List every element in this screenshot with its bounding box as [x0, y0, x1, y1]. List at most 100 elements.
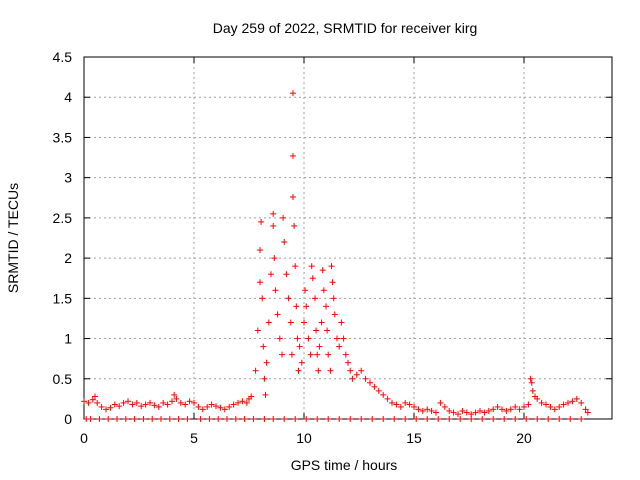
data-point	[263, 359, 270, 366]
data-point	[501, 416, 508, 422]
data-point	[184, 416, 191, 422]
data-point	[298, 359, 305, 366]
data-point	[158, 416, 164, 422]
data-point	[129, 401, 136, 408]
data-point	[413, 416, 420, 422]
data-point	[226, 403, 233, 410]
x-axis-label: GPS time / hours	[291, 457, 398, 473]
data-point	[503, 407, 510, 414]
data-point	[323, 303, 329, 310]
data-point	[578, 416, 585, 422]
data-point	[380, 391, 387, 398]
data-point	[472, 409, 479, 416]
data-point	[527, 375, 534, 382]
data-point	[313, 327, 320, 334]
y-tick-label: 1	[64, 331, 72, 347]
data-point	[551, 406, 558, 413]
data-point	[164, 401, 171, 408]
data-point	[235, 399, 241, 406]
data-point	[279, 351, 285, 358]
data-point	[582, 406, 589, 413]
data-point	[260, 343, 267, 350]
data-point	[316, 343, 323, 350]
data-point	[291, 222, 298, 229]
data-point	[287, 319, 294, 326]
data-point	[270, 222, 277, 229]
data-point	[329, 279, 336, 286]
y-tick-label: 2	[64, 250, 72, 266]
data-point	[149, 416, 156, 422]
data-point	[160, 399, 167, 406]
data-point	[320, 287, 327, 294]
data-point	[239, 398, 246, 405]
data-point	[525, 401, 532, 408]
data-point	[133, 399, 140, 406]
data-point	[457, 416, 464, 422]
data-point	[411, 403, 417, 410]
data-point	[309, 275, 316, 282]
data-point	[232, 416, 239, 422]
chart-title: Day 259 of 2022, SRMTID for receiver kir…	[213, 20, 478, 36]
x-tick-label: 10	[296, 430, 312, 446]
data-point	[538, 399, 545, 406]
data-point	[208, 401, 215, 408]
data-point	[371, 383, 378, 390]
data-point	[221, 406, 228, 413]
data-point	[307, 351, 314, 358]
data-point	[325, 416, 332, 422]
data-point	[362, 375, 369, 382]
data-point	[254, 327, 261, 334]
data-point	[280, 214, 287, 221]
data-point	[107, 404, 114, 411]
data-point	[120, 399, 127, 406]
data-point	[94, 399, 101, 406]
data-point	[274, 311, 281, 318]
data-point	[437, 399, 444, 406]
data-point	[243, 399, 250, 406]
data-point	[281, 416, 288, 422]
data-point	[81, 398, 87, 405]
data-point	[358, 416, 365, 422]
data-point	[138, 403, 145, 410]
data-point	[151, 402, 158, 409]
data-point	[292, 263, 299, 270]
data-point	[265, 319, 272, 326]
data-point	[338, 319, 345, 326]
data-point	[336, 343, 343, 350]
data-point	[424, 406, 431, 413]
data-point	[87, 416, 94, 422]
grid-lines	[84, 57, 612, 419]
data-point	[147, 399, 153, 406]
data-point	[290, 152, 296, 159]
y-tick-label: 0	[64, 411, 72, 427]
data-point	[345, 359, 351, 366]
data-point	[270, 210, 277, 217]
data-point	[479, 416, 486, 422]
x-tick-label: 0	[80, 430, 88, 446]
data-point	[258, 218, 265, 225]
data-point	[512, 403, 519, 410]
data-point	[314, 416, 321, 422]
data-point	[296, 343, 303, 350]
y-tick-label: 2.5	[53, 210, 73, 226]
data-point	[175, 416, 182, 422]
data-point	[490, 406, 497, 413]
data-point	[393, 401, 400, 408]
data-point	[391, 416, 398, 422]
data-point	[169, 398, 175, 405]
data-point	[334, 335, 340, 342]
data-point	[327, 367, 334, 374]
data-point	[455, 411, 461, 418]
data-point	[369, 416, 376, 422]
data-point	[347, 416, 354, 422]
data-point	[358, 367, 365, 374]
data-point	[324, 327, 331, 334]
data-point	[397, 403, 404, 410]
data-point	[215, 416, 222, 422]
data-point	[303, 303, 310, 310]
data-point	[428, 407, 435, 414]
data-point	[584, 409, 591, 416]
data-point	[271, 255, 278, 262]
data-point	[477, 407, 483, 414]
